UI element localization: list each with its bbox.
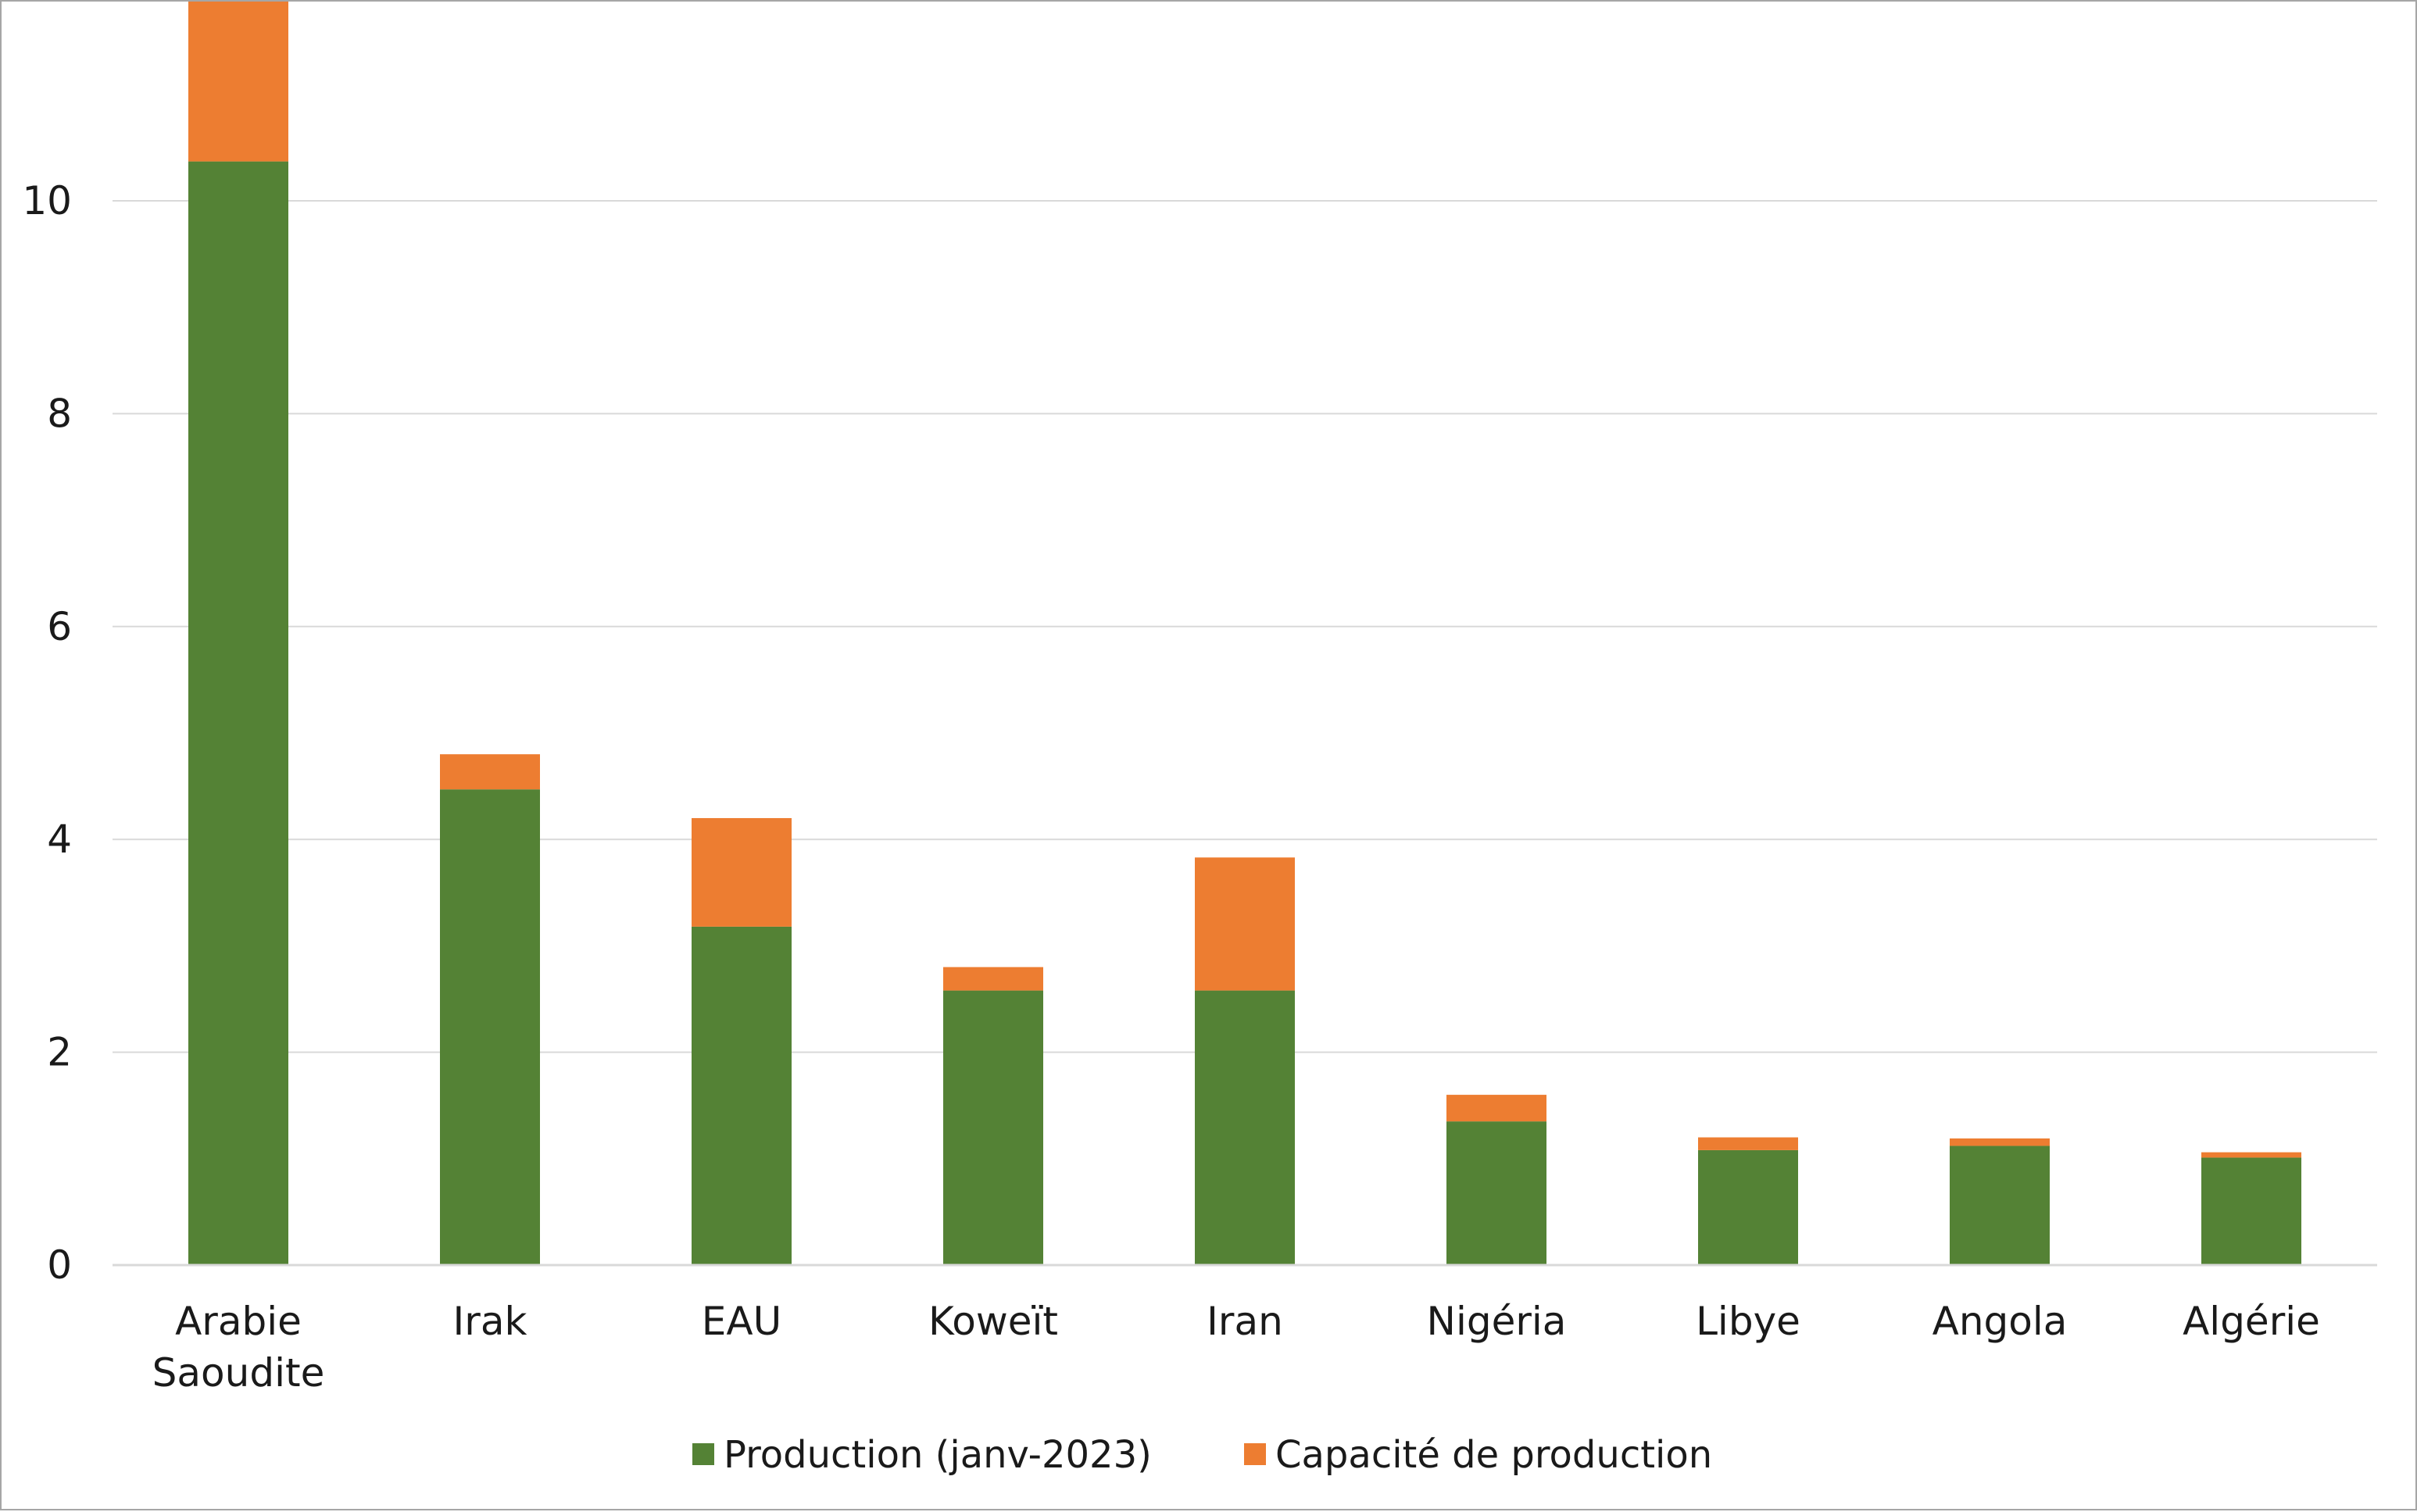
legend-swatch <box>692 1443 714 1465</box>
legend-swatch <box>1244 1443 1266 1465</box>
y-tick-label: 4 <box>47 817 72 862</box>
y-tick-label: 6 <box>47 604 72 649</box>
bar-production <box>440 789 540 1265</box>
bars <box>188 2 2301 1266</box>
y-tick-label: 2 <box>47 1030 72 1075</box>
y-tick-label: 10 <box>22 178 72 223</box>
legend-label: Production (janv-2023) <box>724 1433 1152 1477</box>
bar-production <box>1195 990 1295 1265</box>
bar-production <box>1446 1121 1546 1265</box>
bar-production <box>943 990 1043 1265</box>
x-category-label: Irak <box>453 1299 527 1344</box>
x-category-label: Saoudite <box>152 1350 325 1396</box>
x-category-label: Algérie <box>2183 1299 2320 1344</box>
bar-production <box>188 161 288 1266</box>
bar-capacity <box>692 817 792 927</box>
x-category-label: Nigéria <box>1427 1299 1567 1344</box>
x-category-label: Angola <box>1933 1299 2068 1344</box>
y-tick-label: 8 <box>47 391 72 436</box>
x-axis-category-labels: Arabie Saoudite Irak EAU Koweït Iran Nigéria Li… <box>152 1299 2320 1396</box>
bar-production <box>692 926 792 1265</box>
bar-capacity <box>1195 857 1295 991</box>
bar-capacity <box>1950 1138 2050 1146</box>
x-category-label: Libye <box>1696 1299 1800 1344</box>
bar-capacity <box>188 2 288 162</box>
x-category-label: Koweït <box>928 1299 1058 1344</box>
legend: Production (janv-2023) Capacité de produc… <box>692 1433 1712 1477</box>
bar-capacity <box>1698 1137 1798 1150</box>
bar-capacity <box>943 967 1043 991</box>
bar-production <box>1698 1149 1798 1265</box>
bar-capacity <box>440 754 540 790</box>
x-category-label: Arabie <box>175 1299 302 1344</box>
x-category-label: Iran <box>1207 1299 1283 1344</box>
bar-production <box>1950 1146 2050 1265</box>
y-tick-label: 0 <box>47 1242 72 1288</box>
legend-label: Capacité de production <box>1275 1433 1712 1477</box>
x-category-label: EAU <box>702 1299 781 1344</box>
bar-production <box>2201 1157 2301 1265</box>
y-axis-tick-labels: 0 2 4 6 8 10 <box>22 178 72 1288</box>
bar-capacity <box>2201 1152 2301 1158</box>
bar-capacity <box>1446 1095 1546 1122</box>
